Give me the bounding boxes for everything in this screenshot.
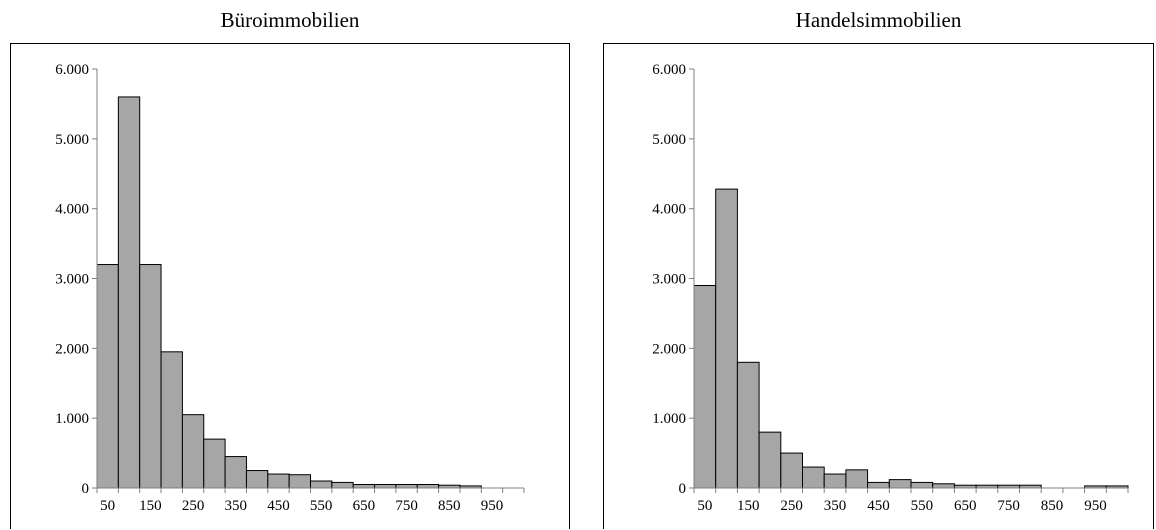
histogram-bar bbox=[416, 484, 440, 489]
x-tick-label: 250 bbox=[182, 498, 205, 514]
chart-title-handelsimmobilien: Handelsimmobilien bbox=[795, 8, 962, 32]
y-tick-label: 5.000 bbox=[55, 132, 89, 148]
histogram-bar bbox=[802, 466, 825, 489]
histogram-bar bbox=[352, 484, 376, 489]
histogram-bar bbox=[181, 414, 205, 489]
histogram-bar bbox=[331, 481, 354, 489]
histogram-bar bbox=[374, 484, 397, 489]
x-tick-label: 750 bbox=[997, 498, 1020, 514]
x-tick-label: 150 bbox=[737, 498, 760, 514]
histogram-bar bbox=[736, 361, 760, 489]
histogram-bar bbox=[823, 473, 847, 489]
histogram-bar bbox=[117, 96, 141, 489]
histogram-bar bbox=[715, 188, 738, 489]
histogram-bar bbox=[888, 479, 912, 489]
x-tick-label: 250 bbox=[780, 498, 803, 514]
x-tick-label: 550 bbox=[911, 498, 934, 514]
y-tick-label: 0 bbox=[679, 481, 687, 497]
histogram-bar bbox=[395, 484, 418, 489]
x-tick-label: 450 bbox=[867, 498, 890, 514]
y-tick-label: 2.000 bbox=[652, 341, 686, 357]
y-tick-label: 2.000 bbox=[55, 341, 89, 357]
y-tick-label: 0 bbox=[82, 481, 90, 497]
x-tick-label: 650 bbox=[954, 498, 977, 514]
histogram-bar bbox=[693, 284, 717, 489]
y-tick-label: 1.000 bbox=[55, 411, 89, 427]
x-tick-label: 450 bbox=[267, 498, 290, 514]
histogram-bar bbox=[780, 452, 804, 489]
x-tick-label: 850 bbox=[1041, 498, 1064, 514]
chart-title-bueroimmobilien: Büroimmobilien bbox=[220, 8, 360, 32]
histogram-bar bbox=[845, 469, 869, 489]
y-tick-label: 6.000 bbox=[55, 62, 89, 78]
histogram-bar bbox=[932, 483, 955, 489]
histogram-handelsimmobilien: 0 1.000 2.000 3.000 4.000 5.000 6.000 50 150 250 3… bbox=[652, 62, 1129, 514]
y-tick-label: 5.000 bbox=[652, 132, 686, 148]
histogram-bueroimmobilien: 0 1.000 2.000 3.000 4.000 5.000 6.000 50 150 250 3… bbox=[55, 62, 525, 514]
y-tick-label: 6.000 bbox=[652, 62, 686, 78]
x-tick-label: 50 bbox=[697, 498, 712, 514]
y-tick-label: 3.000 bbox=[652, 272, 686, 288]
x-tick-label: 650 bbox=[353, 498, 376, 514]
x-tick-label: 850 bbox=[438, 498, 461, 514]
x-tick-label: 950 bbox=[1084, 498, 1107, 514]
histogram-bar bbox=[910, 481, 934, 489]
x-tick-label: 50 bbox=[100, 498, 115, 514]
y-tick-label: 1.000 bbox=[652, 411, 686, 427]
histogram-bar bbox=[867, 481, 890, 489]
histogram-bar bbox=[224, 456, 247, 489]
y-tick-label: 4.000 bbox=[55, 202, 89, 218]
histogram-bar bbox=[758, 431, 782, 489]
y-tick-label: 4.000 bbox=[652, 202, 686, 218]
histogram-bar bbox=[310, 480, 333, 489]
histogram-bar bbox=[267, 473, 290, 489]
histogram-bar bbox=[160, 351, 183, 489]
x-tick-label: 150 bbox=[139, 498, 162, 514]
histogram-bar bbox=[96, 264, 119, 489]
x-tick-label: 950 bbox=[481, 498, 504, 514]
histogram-bar bbox=[288, 474, 311, 489]
histogram-bar bbox=[139, 264, 162, 489]
y-tick-label: 3.000 bbox=[55, 272, 89, 288]
x-tick-label: 350 bbox=[225, 498, 248, 514]
x-tick-label: 550 bbox=[310, 498, 333, 514]
chart-panel-bueroimmobilien: 0 1.000 2.000 3.000 4.000 5.000 6.000 50 150 250 3… bbox=[10, 43, 570, 529]
chart-panel-handelsimmobilien: 0 1.000 2.000 3.000 4.000 5.000 6.000 50 150 250 3… bbox=[603, 43, 1154, 529]
x-tick-label: 750 bbox=[395, 498, 418, 514]
x-tick-label: 350 bbox=[824, 498, 847, 514]
histogram-bar bbox=[203, 438, 226, 489]
histogram-bar bbox=[245, 470, 269, 489]
